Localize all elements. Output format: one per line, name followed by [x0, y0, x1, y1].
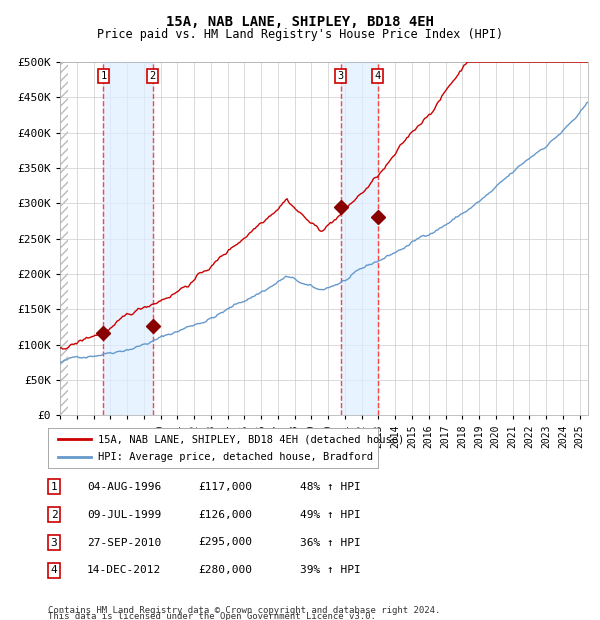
Text: HPI: Average price, detached house, Bradford: HPI: Average price, detached house, Brad… — [97, 452, 373, 462]
Text: 4: 4 — [374, 71, 381, 81]
Text: 1: 1 — [100, 71, 107, 81]
Text: 2: 2 — [50, 510, 58, 520]
Text: £126,000: £126,000 — [198, 510, 252, 520]
Text: 48% ↑ HPI: 48% ↑ HPI — [300, 482, 361, 492]
Text: £295,000: £295,000 — [198, 538, 252, 547]
Text: 39% ↑ HPI: 39% ↑ HPI — [300, 565, 361, 575]
Text: 3: 3 — [337, 71, 344, 81]
Text: This data is licensed under the Open Government Licence v3.0.: This data is licensed under the Open Gov… — [48, 612, 376, 620]
Text: 4: 4 — [50, 565, 58, 575]
Text: Contains HM Land Registry data © Crown copyright and database right 2024.: Contains HM Land Registry data © Crown c… — [48, 606, 440, 615]
Text: 27-SEP-2010: 27-SEP-2010 — [87, 538, 161, 547]
Text: 09-JUL-1999: 09-JUL-1999 — [87, 510, 161, 520]
Text: 2: 2 — [149, 71, 155, 81]
Bar — [103, 62, 152, 415]
Text: 15A, NAB LANE, SHIPLEY, BD18 4EH (detached house): 15A, NAB LANE, SHIPLEY, BD18 4EH (detach… — [97, 434, 404, 444]
Text: Price paid vs. HM Land Registry's House Price Index (HPI): Price paid vs. HM Land Registry's House … — [97, 28, 503, 41]
Text: £117,000: £117,000 — [198, 482, 252, 492]
Text: 36% ↑ HPI: 36% ↑ HPI — [300, 538, 361, 547]
Text: 49% ↑ HPI: 49% ↑ HPI — [300, 510, 361, 520]
Text: 3: 3 — [50, 538, 58, 547]
Text: 04-AUG-1996: 04-AUG-1996 — [87, 482, 161, 492]
Text: £280,000: £280,000 — [198, 565, 252, 575]
Text: 1: 1 — [50, 482, 58, 492]
Bar — [341, 62, 377, 415]
Text: 14-DEC-2012: 14-DEC-2012 — [87, 565, 161, 575]
Text: 15A, NAB LANE, SHIPLEY, BD18 4EH: 15A, NAB LANE, SHIPLEY, BD18 4EH — [166, 16, 434, 30]
